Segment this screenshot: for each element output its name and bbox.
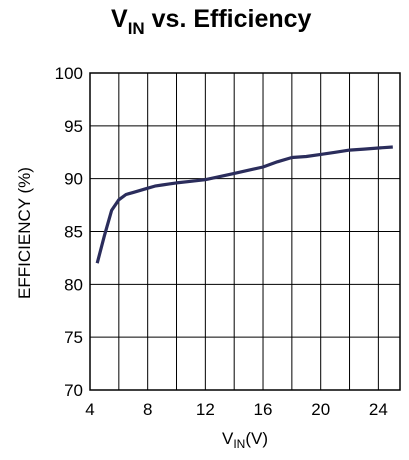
x-tick-labels: 4 8 12 16 20 24 <box>85 400 388 419</box>
x-axis-label-unit: (V) <box>245 429 268 448</box>
x-tick-label: 16 <box>254 400 273 419</box>
y-tick-label: 70 <box>64 381 83 400</box>
x-tick-label: 24 <box>369 400 388 419</box>
x-axis-label: VIN(V) <box>222 429 268 451</box>
chart-title: VIN vs. Efficiency <box>111 5 312 38</box>
y-axis-label: EFFICIENCY (%) <box>15 167 34 299</box>
plot-frame <box>89 72 401 391</box>
y-tick-labels: 70 75 80 85 90 95 100 <box>55 64 83 400</box>
chart-title-subscript: IN <box>128 19 145 38</box>
x-tick-label: 12 <box>196 400 215 419</box>
y-tick-label: 85 <box>64 223 83 242</box>
x-tick-label: 20 <box>311 400 330 419</box>
x-axis-label-subscript: IN <box>233 437 245 451</box>
efficiency-line <box>95 145 393 264</box>
data-series <box>95 145 393 264</box>
x-tick-label: 8 <box>143 400 152 419</box>
chart-title-main: V <box>111 5 128 33</box>
x-tick-label: 4 <box>85 400 94 419</box>
y-tick-label: 75 <box>64 328 83 347</box>
chart-title-rest: vs. Efficiency <box>145 5 312 33</box>
y-tick-label: 95 <box>64 117 83 136</box>
x-axis-label-main: V <box>222 429 234 448</box>
y-tick-label: 90 <box>64 170 83 189</box>
y-tick-label: 100 <box>55 64 83 83</box>
y-tick-label: 80 <box>64 275 83 294</box>
gridlines <box>89 72 400 391</box>
